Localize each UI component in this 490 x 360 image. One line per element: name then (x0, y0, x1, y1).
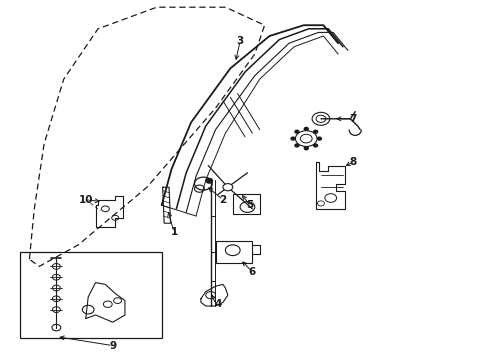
Text: 6: 6 (249, 267, 256, 277)
Circle shape (295, 144, 299, 147)
Circle shape (295, 130, 299, 133)
Circle shape (314, 144, 318, 147)
Text: 10: 10 (78, 195, 93, 205)
Circle shape (223, 184, 233, 191)
Text: 5: 5 (246, 200, 253, 210)
Bar (233, 194, 260, 214)
Circle shape (314, 130, 318, 133)
Text: 3: 3 (237, 36, 244, 46)
Circle shape (291, 137, 295, 140)
Bar (216, 241, 252, 263)
Text: 8: 8 (349, 157, 356, 167)
Circle shape (318, 137, 321, 140)
Text: 4: 4 (214, 299, 222, 309)
Circle shape (318, 201, 324, 206)
Circle shape (304, 147, 308, 150)
Text: 1: 1 (171, 227, 177, 237)
Circle shape (304, 127, 308, 130)
Text: 7: 7 (349, 114, 357, 124)
Text: 2: 2 (220, 195, 226, 205)
Circle shape (206, 178, 213, 183)
Bar (20, 252, 162, 338)
Text: 9: 9 (109, 341, 116, 351)
